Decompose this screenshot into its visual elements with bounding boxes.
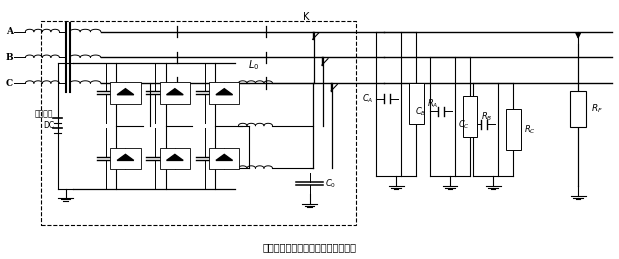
Bar xyxy=(41,21,356,225)
Text: 主变压器: 主变压器 xyxy=(35,110,53,119)
Text: DC: DC xyxy=(43,121,54,130)
Polygon shape xyxy=(167,89,183,95)
Text: $R_A$: $R_A$ xyxy=(428,97,439,110)
Bar xyxy=(209,148,240,169)
Text: $C_B$: $C_B$ xyxy=(415,105,427,118)
Polygon shape xyxy=(117,89,134,95)
Text: $C_A$: $C_A$ xyxy=(361,92,373,105)
Text: $C_0$: $C_0$ xyxy=(325,177,336,190)
Bar xyxy=(506,109,521,150)
Text: $L_0$: $L_0$ xyxy=(248,58,259,71)
Polygon shape xyxy=(167,154,183,160)
Text: A: A xyxy=(6,27,12,36)
Bar xyxy=(409,83,424,124)
Bar xyxy=(160,148,190,169)
Bar xyxy=(110,82,141,104)
Text: C: C xyxy=(6,79,13,88)
Text: B: B xyxy=(6,53,13,62)
Bar xyxy=(160,82,190,104)
Bar xyxy=(110,148,141,169)
Text: $R_F$: $R_F$ xyxy=(591,103,602,115)
Text: K: K xyxy=(303,12,310,23)
Text: $C_C$: $C_C$ xyxy=(458,118,470,131)
Bar xyxy=(570,91,586,127)
Polygon shape xyxy=(216,89,233,95)
Text: $R_C$: $R_C$ xyxy=(524,123,536,136)
Polygon shape xyxy=(216,154,233,160)
Text: 基于三相半桥逆变器的有源消弧装置: 基于三相半桥逆变器的有源消弧装置 xyxy=(262,242,357,252)
Bar xyxy=(209,82,240,104)
Bar xyxy=(462,96,477,137)
Text: $R_B$: $R_B$ xyxy=(481,110,493,123)
Polygon shape xyxy=(117,154,134,160)
